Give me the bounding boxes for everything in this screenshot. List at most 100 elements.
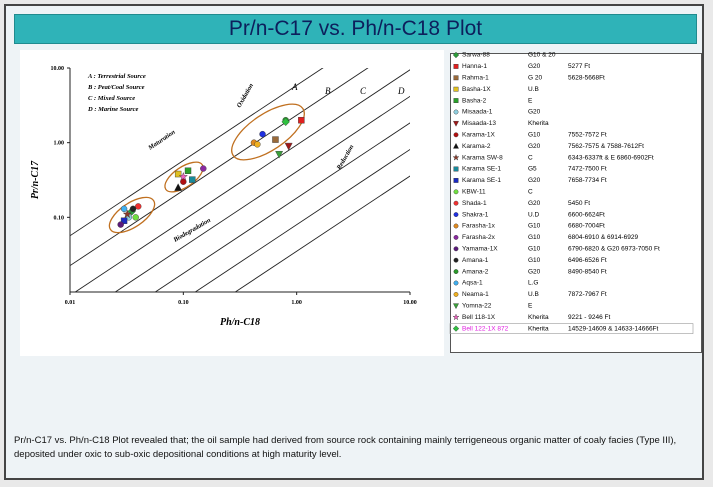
- slide: Pr/n-C17 vs. Ph/n-C18 Plot Pr/n-C17 vs. …: [4, 4, 704, 480]
- source-note: A : Terrestrial Source: [87, 73, 146, 80]
- point: [120, 217, 128, 224]
- legend-name: Basha-1X: [462, 86, 491, 93]
- point: [135, 203, 142, 210]
- ratio-line: [74, 69, 410, 292]
- point: [189, 176, 196, 183]
- legend-formation: G20: [528, 143, 541, 150]
- legend-name: Aqsa-1: [462, 280, 483, 287]
- line-label: C: [360, 86, 367, 96]
- legend-formation: G20: [528, 200, 541, 207]
- point: [275, 151, 284, 159]
- process-label: Reduction: [335, 143, 355, 171]
- point: [180, 178, 187, 185]
- legend-marker: [453, 303, 459, 310]
- point: [174, 170, 182, 178]
- legend-marker: [452, 153, 460, 161]
- legend-marker: [453, 291, 459, 297]
- legend-name: Sarwa-88: [462, 52, 490, 59]
- legend-depth: 5628-5668Ft: [568, 75, 605, 82]
- point: [254, 141, 261, 148]
- legend-formation: U.B: [528, 86, 539, 93]
- legend-formation: G20: [528, 63, 541, 70]
- ratio-line: [114, 95, 410, 292]
- source-note: B : Peat/Coal Source: [87, 84, 145, 91]
- legend-marker: [453, 280, 459, 286]
- x-tick-label: 1.00: [291, 300, 302, 306]
- legend-formation: C: [528, 189, 533, 196]
- legend-name: Farasha-1x: [462, 223, 496, 230]
- ratio-line: [70, 68, 369, 267]
- legend-depth: 14529-14609 & 14633-14666Ft: [568, 325, 659, 332]
- legend-formation: G10: [528, 223, 541, 230]
- legend-marker: [453, 75, 459, 81]
- legend-highlight: [449, 323, 694, 334]
- legend-name: Yomna-22: [462, 303, 492, 310]
- legend-name: Misaada-13: [462, 120, 496, 127]
- x-axis-label: Ph/n-C18: [220, 317, 260, 328]
- legend-depth: 7872-7967 Ft: [568, 291, 607, 298]
- legend-formation: L.G: [528, 280, 538, 287]
- point: [122, 209, 132, 219]
- slide-title: Pr/n-C17 vs. Ph/n-C18 Plot: [14, 14, 697, 44]
- line-label: D: [397, 86, 405, 96]
- legend-marker: [453, 257, 459, 263]
- process-label: Oxidation: [236, 82, 256, 109]
- point: [281, 117, 290, 127]
- point: [284, 142, 293, 151]
- legend-depth: 7562-7575 & 7588-7612Ft: [568, 143, 644, 150]
- x-tick-label: 10.00: [403, 300, 417, 306]
- legend-formation: U.B: [528, 291, 539, 298]
- legend-formation: G20: [528, 268, 541, 275]
- line-label: B: [325, 86, 331, 96]
- point: [120, 205, 128, 213]
- legend-formation: E: [528, 97, 533, 104]
- process-label: Maturation: [146, 128, 177, 152]
- legend-formation: G20: [528, 109, 541, 116]
- legend-marker: [453, 269, 459, 274]
- legend-depth: 5450 Ft: [568, 200, 590, 207]
- legend-marker: [453, 177, 459, 183]
- cluster-ellipse: [108, 196, 156, 234]
- y-axis-label: Pr/n-C17: [30, 160, 41, 199]
- legend-depth: 8490-8540 Ft: [568, 268, 607, 275]
- point: [129, 205, 137, 213]
- point: [272, 136, 279, 143]
- source-note: D : Marine Source: [87, 106, 138, 113]
- legend-formation: E: [528, 303, 533, 310]
- ratio-line: [234, 175, 410, 292]
- process-label: Biodegradation: [172, 217, 213, 245]
- point: [132, 214, 139, 221]
- point: [298, 116, 305, 124]
- y-tick-label: 0.10: [54, 215, 65, 221]
- legend-name: Farasha-2x: [462, 234, 496, 241]
- legend-marker: [453, 120, 459, 127]
- legend-marker: [453, 200, 459, 206]
- legend-formation: G10 & 20: [528, 52, 556, 59]
- legend-marker: [453, 246, 459, 252]
- legend-name: Amana-1: [462, 257, 489, 264]
- legend-name: Basha-2: [462, 97, 487, 104]
- x-tick-label: 0.01: [65, 300, 76, 306]
- ratio-lines: [70, 68, 410, 292]
- legend-depth: 6496-6526 Ft: [568, 257, 607, 264]
- legend-marker: [453, 142, 459, 149]
- ratio-line: [70, 68, 324, 237]
- legend-marker: [452, 325, 460, 332]
- point: [259, 130, 266, 138]
- legend-formation: G10: [528, 132, 541, 139]
- legend-name: Rahma-1: [462, 75, 489, 82]
- legend-formation: Kherita: [528, 120, 549, 127]
- legend-formation: G10: [528, 257, 541, 264]
- ratio-line: [194, 148, 410, 292]
- legend-name: Bell 122-1X 872: [462, 325, 509, 332]
- legend-marker: [452, 313, 460, 321]
- legend-name: Karama SW-8: [462, 154, 503, 161]
- legend-name: Karama-1X: [462, 132, 496, 139]
- legend-formation: Kherita: [528, 325, 549, 332]
- legend-name: Bell 118-1X: [462, 314, 496, 321]
- legend-depth: 6680-7004Ft: [568, 223, 605, 230]
- legend-name: Yamama-1X: [462, 246, 498, 253]
- legend-marker: [453, 234, 459, 240]
- legend-formation: G10: [528, 234, 541, 241]
